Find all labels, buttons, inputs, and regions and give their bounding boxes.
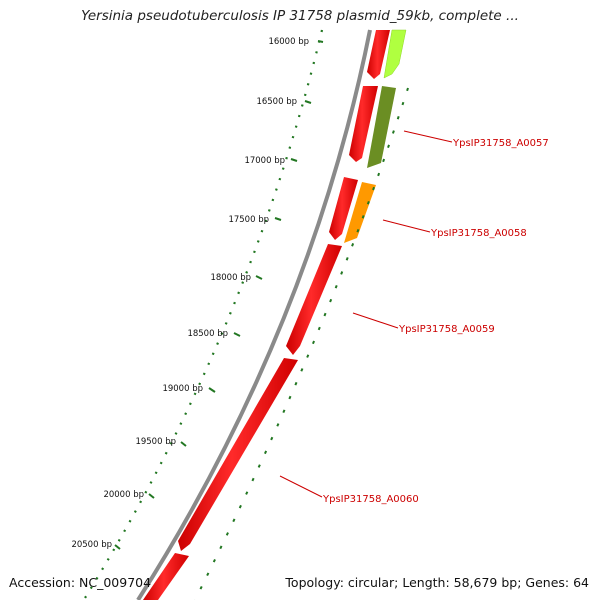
scale-tick-label: 19500 bp [135, 437, 176, 447]
callout-line [403, 130, 453, 143]
scale-tick [180, 441, 187, 447]
scale-tick-label: 18500 bp [187, 329, 228, 339]
accession-label: Accession: NC_009704 [9, 575, 152, 590]
scale-tick [317, 40, 324, 43]
scale-tick-label: 17500 bp [228, 215, 269, 225]
gene-arrow-dark-green [367, 86, 396, 168]
scale-tick-label: 20500 bp [71, 540, 112, 550]
gene-arrow [143, 553, 189, 600]
summary-label: Topology: circular; Length: 58,679 bp; G… [285, 575, 589, 590]
scale-tick [208, 387, 216, 393]
scale-tick [114, 544, 121, 550]
inner-tick-track [194, 87, 409, 600]
scale-tick [255, 275, 263, 280]
gene-label: YpsIP31758_A0059 [398, 324, 495, 335]
scale-tick [304, 100, 312, 104]
scale-tick-label: 19000 bp [162, 384, 203, 394]
map-title: Yersinia pseudotuberculosis IP 31758 pla… [81, 8, 519, 24]
gene-arrow-light-green [383, 29, 407, 79]
scale-tick [148, 493, 155, 499]
scale-tick-label: 16000 bp [268, 37, 309, 47]
gene-label: YpsIP31758_A0057 [452, 138, 549, 149]
reverse-strand-genes [143, 30, 390, 600]
scale-tick [233, 332, 241, 337]
gene-arrow [367, 30, 390, 79]
scale-tick-label: 16500 bp [256, 97, 297, 107]
plasmid-backbone [136, 29, 372, 600]
gene-callouts: YpsIP31758_A0057 YpsIP31758_A0058 YpsIP3… [279, 130, 549, 505]
callout-line [382, 219, 431, 233]
scale-tick-label: 20000 bp [103, 490, 144, 500]
gene-label: YpsIP31758_A0060 [322, 494, 419, 505]
gene-label: YpsIP31758_A0058 [430, 228, 527, 239]
scale-tick-label: 18000 bp [210, 273, 251, 283]
gene-arrow [286, 244, 342, 355]
callout-line [279, 475, 323, 498]
gene-arrow [329, 177, 358, 240]
scale-tick-label: 17000 bp [244, 156, 285, 166]
scale-track: 16000 bp 16500 bp 17000 bp 17500 bp 1800… [71, 29, 324, 599]
forward-strand-genes [344, 29, 407, 243]
gene-arrow-orange [344, 182, 376, 243]
callout-line [352, 312, 399, 329]
scale-tick [274, 217, 282, 221]
gene-arrow [349, 86, 378, 162]
scale-tick [290, 158, 298, 162]
gene-arrow [178, 358, 298, 551]
